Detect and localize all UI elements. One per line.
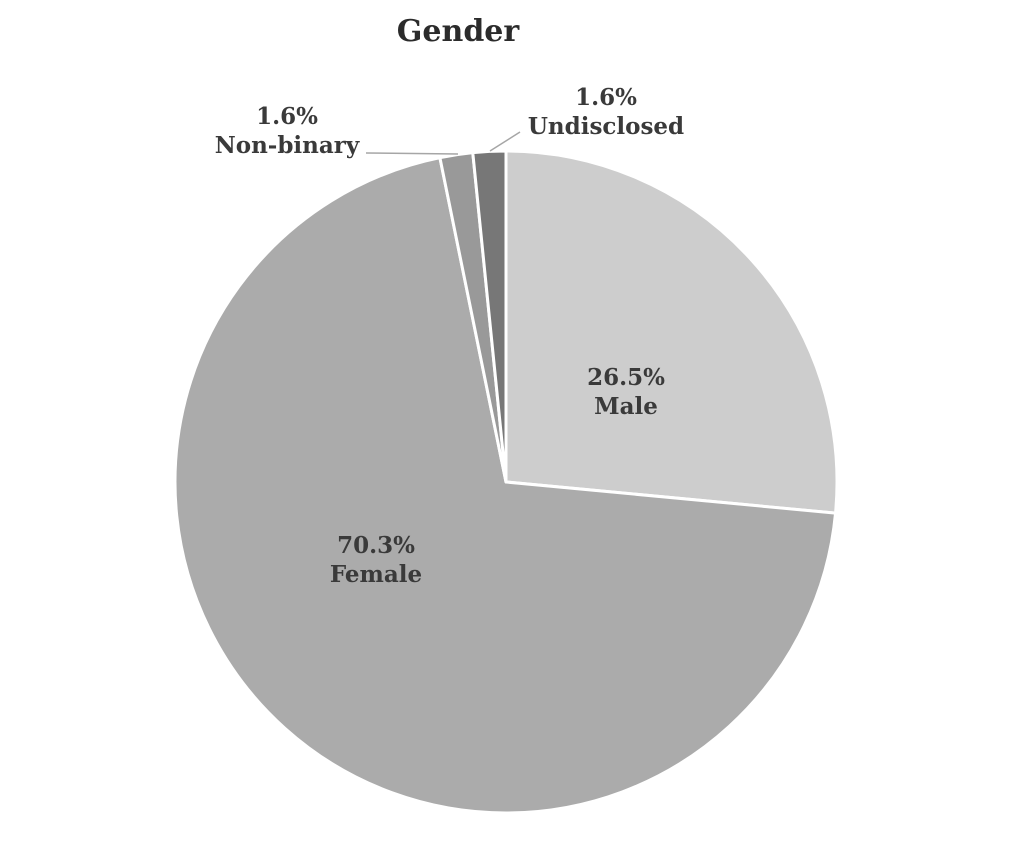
data-label-name-female: Female [330, 561, 422, 588]
pie-slice-undisclosed [471, 149, 508, 484]
data-label-name-male: Male [594, 393, 658, 420]
leader-line-undisclosed [489, 131, 521, 152]
pie-slice-male [504, 149, 839, 515]
leader-line-non-binary [365, 152, 459, 155]
data-label-value-female: 70.3% [337, 532, 415, 559]
data-label-value-non-binary: 1.6% [256, 103, 318, 130]
data-label-value-undisclosed: 1.6% [575, 84, 637, 111]
data-label-name-undisclosed: Undisclosed [528, 113, 684, 140]
pie-slice-female [173, 156, 838, 815]
data-label-value-male: 26.5% [587, 364, 665, 391]
chart-title: Gender [396, 14, 520, 49]
data-label-name-non-binary: Non-binary [215, 132, 360, 159]
